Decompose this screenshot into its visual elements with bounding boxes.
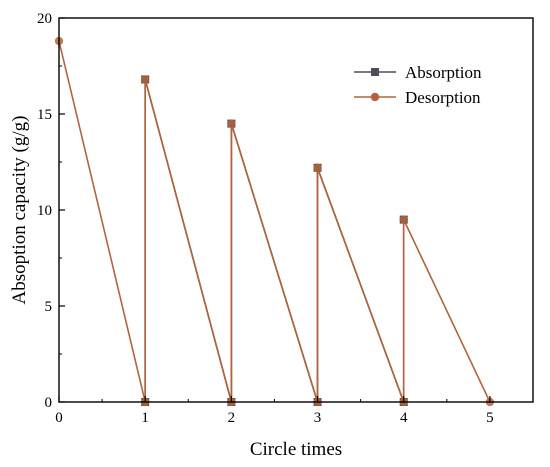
y-tick-label: 0 — [45, 395, 53, 411]
legend-marker-absorption — [371, 68, 379, 76]
x-tick-label: 0 — [55, 410, 63, 426]
legend-label-desorption: Desorption — [405, 88, 481, 107]
y-tick-label: 20 — [37, 11, 52, 27]
y-tick-label: 5 — [45, 299, 53, 315]
x-tick-label: 3 — [314, 410, 322, 426]
point-desorption-4 — [227, 119, 236, 128]
plot-area — [54, 36, 495, 407]
point-desorption-8 — [399, 215, 408, 224]
x-tick-label: 2 — [228, 410, 236, 426]
legend-marker-desorption — [370, 92, 380, 102]
x-tick-label: 4 — [400, 410, 408, 426]
x-axis-title: Circle times — [250, 439, 342, 460]
y-axis-title: Absoption capacity (g/g) — [9, 116, 30, 305]
x-tick-label: 1 — [141, 410, 149, 426]
x-tick-label: 5 — [486, 410, 494, 426]
point-desorption-2 — [140, 75, 150, 84]
series-line-desorption — [58, 40, 491, 403]
axes: 0 1 2 3 4 5 0 5 10 15 20 — [37, 11, 534, 426]
legend: Absorption Desorption — [354, 63, 482, 107]
y-tick-label: 10 — [37, 203, 52, 219]
legend-label-absorption: Absorption — [405, 63, 482, 82]
series-line-absorption — [144, 79, 405, 403]
point-desorption-6 — [313, 163, 322, 172]
y-tick-label: 15 — [37, 107, 52, 123]
